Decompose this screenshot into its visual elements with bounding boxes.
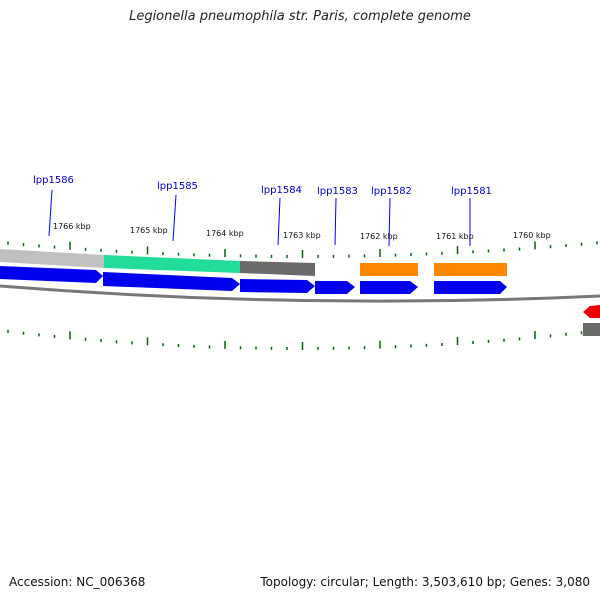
- feature-bar-gray-light[interactable]: [0, 249, 104, 268]
- feature-bar-gray-dark[interactable]: [240, 261, 315, 276]
- callout-line-lpp1584: [277, 197, 281, 246]
- gene-label-lpp1583[interactable]: lpp1583: [317, 186, 358, 197]
- gene-label-lpp1586[interactable]: lpp1586: [33, 175, 74, 186]
- cds-arrow-lpp1584[interactable]: [240, 279, 315, 293]
- kbp-label-1760: 1760 kbp: [513, 231, 551, 240]
- cds-arrow-lpp1585[interactable]: [103, 272, 240, 291]
- kbp-label-1766: 1766 kbp: [53, 222, 91, 231]
- callout-line-lpp1585: [172, 194, 177, 242]
- gene-label-lpp1584[interactable]: lpp1584: [261, 185, 302, 196]
- cds-arrow-lpp1581[interactable]: [434, 281, 507, 294]
- feature-bar-green[interactable]: [104, 255, 240, 273]
- gene-label-lpp1585[interactable]: lpp1585: [157, 181, 198, 192]
- outer-tick-marks: [7, 241, 598, 258]
- gene-label-lpp1582[interactable]: lpp1582: [371, 186, 412, 197]
- callout-line-lpp1583: [334, 197, 337, 246]
- kbp-label-1765: 1765 kbp: [130, 226, 168, 235]
- feature-bar-orange-2[interactable]: [434, 263, 507, 276]
- cds-arrow-lpp1583[interactable]: [315, 281, 355, 294]
- feature-arrow-red[interactable]: [583, 305, 600, 318]
- callout-line-lpp1586: [48, 189, 53, 237]
- kbp-label-1762: 1762 kbp: [360, 232, 398, 241]
- gene-label-lpp1581[interactable]: lpp1581: [451, 186, 492, 197]
- cds-arrow-lpp1582[interactable]: [360, 281, 418, 294]
- callout-line-lpp1582: [388, 197, 391, 247]
- kbp-label-1761: 1761 kbp: [436, 232, 474, 241]
- cds-arrow-lpp1586[interactable]: [0, 266, 103, 283]
- map-title: Legionella pneumophila str. Paris, compl…: [129, 9, 471, 24]
- feature-bar-gray-right[interactable]: [583, 323, 600, 336]
- genome-backbone: [0, 284, 600, 303]
- kbp-label-1763: 1763 kbp: [283, 231, 321, 240]
- feature-bar-orange-1[interactable]: [360, 263, 418, 276]
- topology-text: Topology: circular; Length: 3,503,610 bp…: [260, 575, 590, 589]
- inner-tick-marks: [7, 329, 598, 350]
- accession-text: Accession: NC_006368: [9, 575, 146, 589]
- kbp-label-1764: 1764 kbp: [206, 229, 244, 238]
